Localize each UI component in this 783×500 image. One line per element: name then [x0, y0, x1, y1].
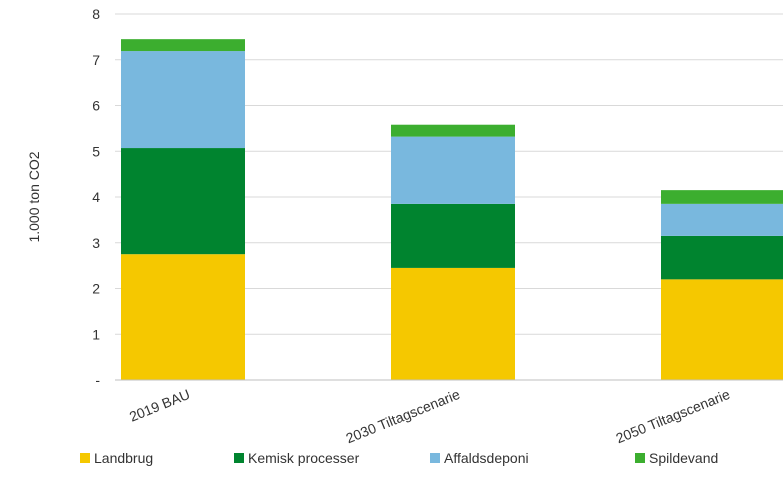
x-category-label: 2019 BAU — [127, 386, 192, 425]
bar-segment — [391, 203, 515, 268]
y-tick-label: 5 — [92, 143, 100, 159]
bar-segment — [661, 190, 783, 204]
y-tick-label: 2 — [92, 281, 100, 297]
bar-segment — [121, 148, 245, 255]
y-tick-label: 8 — [92, 6, 100, 22]
bar-segment — [391, 136, 515, 204]
y-tick-label: - — [95, 372, 100, 388]
bar-segment — [121, 51, 245, 149]
legend-label: Kemisk processer — [248, 450, 360, 466]
legend-swatch — [430, 453, 440, 463]
y-tick-label: 1 — [92, 326, 100, 342]
legend-label: Spildevand — [649, 450, 718, 466]
legend-swatch — [234, 453, 244, 463]
bar-segment — [121, 254, 245, 380]
bar-segment — [661, 235, 783, 280]
y-axis-label: 1.000 ton CO2 — [26, 151, 42, 242]
legend-label: Landbrug — [94, 450, 153, 466]
x-category-label: 2050 Tiltagscenarie — [614, 386, 733, 446]
legend-swatch — [635, 453, 645, 463]
legend-swatch — [80, 453, 90, 463]
bar-segment — [121, 39, 245, 52]
bar-segment — [661, 279, 783, 380]
bar-segment — [661, 203, 783, 236]
y-tick-label: 7 — [92, 52, 100, 68]
bars — [121, 39, 783, 380]
legend-label: Affaldsdeponi — [444, 450, 529, 466]
y-tick-label: 3 — [92, 235, 100, 251]
bar-segment — [391, 267, 515, 380]
y-tick-label: 6 — [92, 98, 100, 114]
y-tick-label: 4 — [92, 189, 100, 205]
legend: Landbrug Kemisk processer Affaldsdeponi Spi… — [80, 450, 718, 466]
bar-segment — [391, 124, 515, 137]
x-category-label: 2030 Tiltagscenarie — [344, 386, 463, 446]
